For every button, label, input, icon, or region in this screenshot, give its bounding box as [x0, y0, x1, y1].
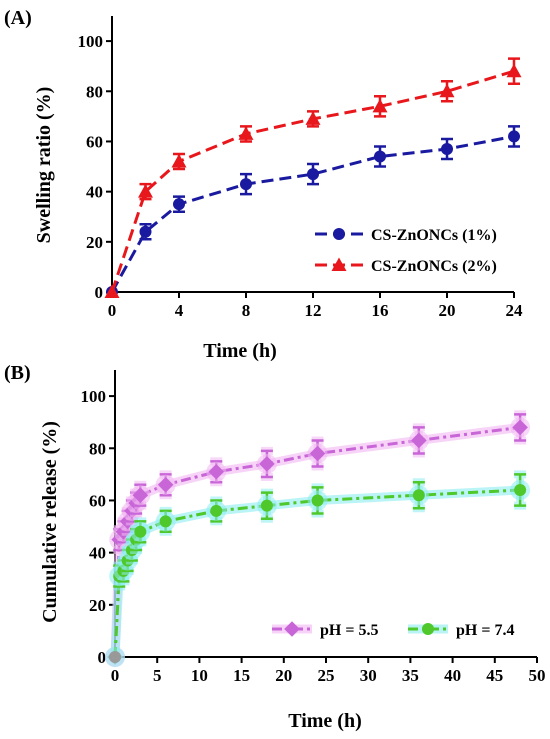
- y-tick-label: 100: [78, 32, 104, 51]
- legend-entry-0: pH = 5.5: [272, 621, 378, 639]
- panel-a-x-axis-title: Time (h): [203, 340, 277, 362]
- panel-b-y-axis-title: Cumulative release (%): [39, 421, 61, 623]
- legend-label: CS-ZnONCs (2%): [371, 258, 497, 275]
- data-point: [512, 419, 528, 436]
- data-point: [208, 463, 225, 480]
- x-tick-label: 20: [439, 301, 456, 320]
- data-point: [506, 63, 522, 78]
- data-point: [238, 126, 254, 140]
- series-line: [110, 69, 515, 293]
- series-0: [105, 410, 531, 667]
- y-tick-label: 80: [89, 439, 106, 458]
- y-tick-label: 40: [86, 183, 103, 202]
- x-tick-label: 25: [318, 666, 335, 685]
- data-point: [514, 484, 527, 497]
- x-tick-label: 5: [153, 666, 162, 685]
- series-1: [104, 57, 522, 298]
- axes: [114, 370, 537, 658]
- x-tick-label: 45: [486, 666, 503, 685]
- y-tick-label: 0: [95, 283, 104, 302]
- series-line: [110, 134, 515, 293]
- y-tick-label: 100: [81, 387, 107, 406]
- panel-a-y-axis-title: Swelling ratio (%): [33, 87, 55, 244]
- x-tick-label: 50: [529, 666, 546, 685]
- data-point: [307, 168, 319, 181]
- legend-label: pH = 5.5: [320, 622, 378, 639]
- x-tick-label: 20: [275, 666, 292, 685]
- series-1: [105, 470, 531, 667]
- legend-marker: [422, 623, 434, 635]
- data-point: [173, 198, 185, 211]
- x-tick-label: 40: [444, 666, 461, 685]
- data-point: [412, 489, 425, 502]
- data-point: [210, 504, 223, 517]
- legend-entry-1: pH = 7.4: [408, 622, 514, 639]
- y-tick-label: 40: [89, 544, 106, 563]
- legend-label: CS-ZnONCs (1%): [371, 227, 497, 244]
- legend-marker: [333, 228, 345, 240]
- data-point: [132, 487, 149, 504]
- x-tick-label: 35: [402, 666, 419, 685]
- data-point: [159, 515, 172, 528]
- axes: [111, 16, 514, 293]
- panel-label-b: (B): [4, 362, 31, 384]
- y-tick-label: 20: [86, 233, 103, 252]
- data-point: [139, 225, 152, 238]
- data-point: [372, 98, 388, 113]
- y-tick-label: 60: [89, 491, 106, 510]
- y-tick-label: 20: [89, 596, 106, 615]
- x-tick-label: 24: [506, 301, 524, 320]
- x-tick-label: 0: [108, 301, 117, 320]
- data-point: [157, 477, 174, 493]
- data-point: [374, 150, 386, 163]
- x-tick-label: 16: [372, 301, 389, 320]
- data-point: [260, 499, 273, 512]
- legend-entry-1: CS-ZnONCs (2%): [315, 257, 497, 275]
- y-tick-label: 60: [86, 132, 103, 151]
- x-tick-label: 30: [360, 666, 377, 685]
- x-tick-label: 15: [233, 666, 250, 685]
- data-point: [305, 111, 321, 125]
- legend-marker: [331, 257, 347, 271]
- x-tick-label: 8: [242, 301, 251, 320]
- x-tick-label: 4: [175, 301, 184, 320]
- data-point: [138, 184, 153, 198]
- panel-label-a: (A): [4, 7, 32, 29]
- data-point: [240, 178, 252, 191]
- x-tick-label: 0: [111, 666, 120, 685]
- data-point: [439, 83, 455, 98]
- data-point: [309, 445, 326, 462]
- y-tick-label: 80: [86, 82, 103, 101]
- data-point: [104, 284, 120, 298]
- x-tick-label: 12: [305, 301, 322, 320]
- y-tick-label: 0: [98, 648, 107, 667]
- data-point: [134, 525, 147, 538]
- data-point: [311, 494, 324, 507]
- legend-marker: [284, 621, 300, 637]
- panel-b: (B) Time (h) Cumulative release (%) 0 5 10…: [4, 362, 546, 732]
- legend-entry-0: CS-ZnONCs (1%): [315, 227, 497, 244]
- legend-label: pH = 7.4: [456, 622, 514, 639]
- panel-b-x-axis-title: Time (h): [288, 710, 362, 732]
- data-point: [259, 456, 275, 472]
- panel-a: (A) Time (h) Swelling ratio (%) 0 4 8 12 16 2…: [4, 7, 523, 362]
- data-point: [441, 142, 453, 155]
- data-point: [109, 651, 121, 663]
- data-point: [411, 432, 427, 449]
- x-tick-label: 10: [191, 666, 208, 685]
- data-point: [171, 154, 187, 168]
- data-point: [508, 130, 520, 143]
